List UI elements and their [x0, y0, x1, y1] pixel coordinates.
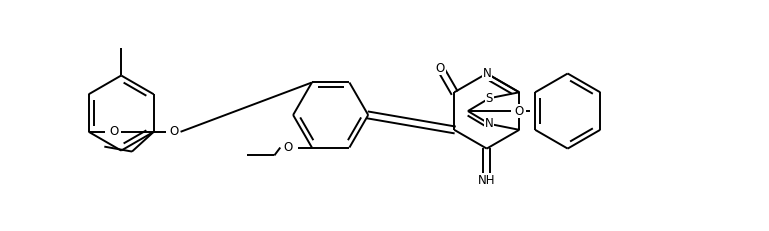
Text: O: O: [110, 125, 119, 138]
Text: N: N: [482, 67, 491, 80]
Text: O: O: [514, 105, 524, 118]
Text: O: O: [169, 125, 178, 138]
Text: O: O: [284, 141, 293, 154]
Text: N: N: [485, 117, 494, 130]
Text: S: S: [486, 92, 493, 105]
Text: O: O: [436, 62, 445, 75]
Text: NH: NH: [478, 174, 495, 187]
